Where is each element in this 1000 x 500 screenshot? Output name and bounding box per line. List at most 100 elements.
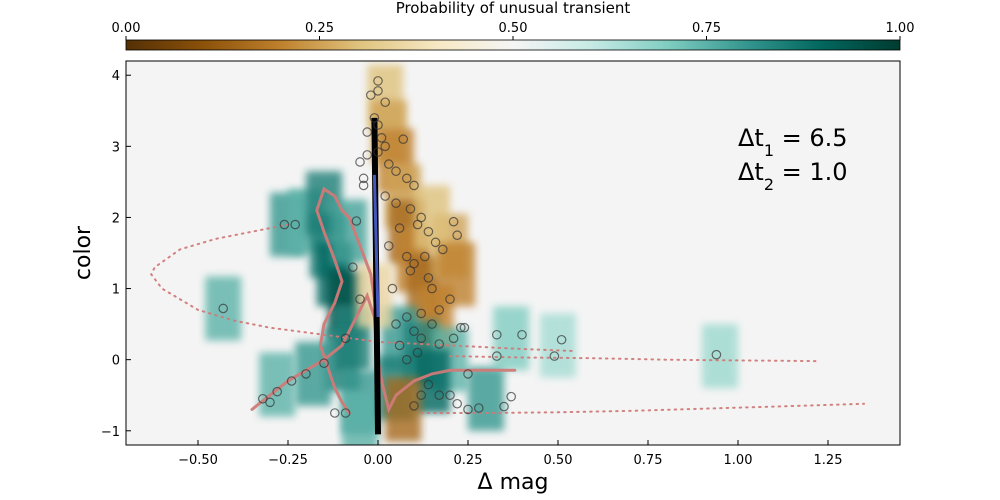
x-axis-ticks: −0.50 −0.25 0.00 0.25 0.50 0.75 1.00 1.25 [178, 440, 842, 468]
y-tick-label: 1 [112, 283, 120, 298]
data-point [394, 223, 405, 233]
data-point [556, 334, 567, 345]
colorbar-title: Probability of unusual transient [396, 0, 631, 17]
annotation-line-1: Δt1 = 6.5 [738, 124, 848, 160]
data-point [286, 376, 297, 386]
data-point [401, 251, 412, 262]
data-point [711, 349, 722, 360]
annotation-line-1-prefix: Δt [738, 124, 764, 152]
data-point [491, 351, 502, 361]
density-cell [205, 276, 242, 341]
x-tick-label: 1.00 [724, 453, 753, 468]
data-point [387, 283, 398, 294]
data-point [412, 219, 423, 230]
data-point [419, 251, 430, 262]
data-point [409, 401, 419, 411]
data-point [362, 150, 372, 160]
x-tick-label: 0.75 [634, 453, 663, 468]
data-point [416, 333, 426, 344]
data-point [373, 76, 383, 86]
data-point [416, 390, 426, 401]
annotation-line-2: Δt2 = 1.0 [738, 158, 848, 194]
annotation: Δt1 = 6.5 Δt2 = 1.0 [738, 124, 848, 194]
data-point [549, 351, 560, 361]
plot-frame [125, 60, 901, 446]
data-point [405, 265, 416, 276]
data-point [448, 333, 459, 344]
x-axis-title: Δ mag [478, 470, 549, 495]
annotation-line-2-prefix: Δt [738, 158, 764, 186]
x-tick-label: 0.50 [544, 453, 573, 468]
annotation-line-2-sub: 2 [764, 175, 774, 194]
plot-background [126, 61, 900, 445]
data-point [358, 180, 369, 191]
data-point [463, 404, 473, 415]
data-point [401, 312, 412, 322]
data-point [455, 322, 466, 333]
data-point [452, 230, 462, 241]
data-point [272, 386, 282, 397]
curve-layer [150, 117, 865, 435]
data-point [434, 390, 444, 401]
x-tick-label: 0.25 [454, 453, 483, 468]
data-point [427, 283, 437, 294]
y-tick-label: 0 [112, 354, 120, 369]
track-line [449, 355, 819, 363]
data-point [394, 340, 405, 351]
data-point [473, 403, 484, 413]
data-point [218, 303, 228, 314]
data-point [463, 369, 473, 379]
data-point [301, 369, 311, 379]
data-point [383, 241, 394, 251]
density-cell [439, 242, 476, 307]
x-tick-label: 1.25 [814, 453, 843, 468]
track-line [420, 402, 865, 414]
x-tick-label: 0.00 [364, 453, 393, 468]
colorbar-tick-label: 0.50 [499, 21, 528, 36]
data-point [448, 216, 459, 227]
data-point [423, 226, 434, 237]
data-point [445, 294, 455, 305]
colorbar-tick-label: 0.25 [305, 21, 334, 36]
colorbar [125, 39, 901, 51]
density-cell [342, 391, 378, 445]
data-point [412, 347, 423, 358]
data-point [279, 219, 290, 230]
colorbar-ticks: 0.00 0.25 0.50 0.75 1.00 [112, 21, 914, 40]
density-cell [540, 313, 576, 378]
y-tick-label: 4 [112, 69, 120, 84]
data-point [391, 166, 401, 177]
central-locus-core [372, 174, 380, 318]
data-point [340, 408, 351, 418]
colorbar-tick-label: 0.00 [112, 21, 141, 36]
data-point [319, 358, 329, 369]
data-point [347, 262, 358, 273]
data-point [423, 273, 434, 283]
y-tick-label: −1 [101, 425, 120, 440]
data-point [459, 322, 470, 333]
y-tick-label: 3 [112, 140, 120, 155]
data-point [401, 354, 412, 365]
data-point [416, 308, 426, 319]
x-tick-label: −0.50 [178, 453, 218, 468]
data-point [373, 147, 383, 157]
data-point [355, 294, 365, 305]
data-point [376, 133, 387, 143]
data-point [434, 305, 444, 315]
data-point [329, 408, 340, 418]
track-line [150, 223, 577, 353]
colorbar-tick-label: 0.75 [692, 21, 721, 36]
data-point [391, 198, 401, 209]
data-point [427, 319, 437, 329]
data-point [380, 141, 390, 152]
data-point [506, 391, 516, 402]
data-point [355, 157, 365, 167]
data-point [405, 204, 416, 214]
data-point [409, 180, 419, 191]
data-point [423, 379, 434, 390]
density-cell [414, 185, 450, 250]
data-point [265, 397, 275, 408]
data-point [340, 333, 351, 344]
